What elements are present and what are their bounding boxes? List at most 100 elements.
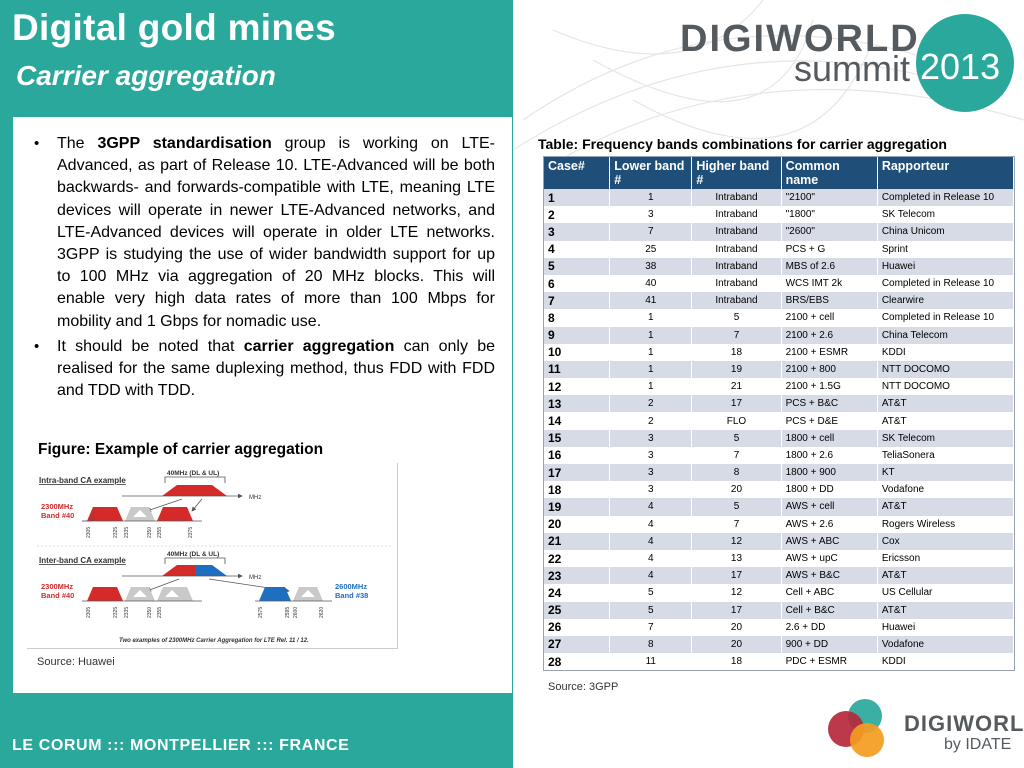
table-cell: AT&T: [877, 601, 1015, 619]
table-cell: 18: [544, 481, 611, 499]
footer-location: LE CORUM ::: MONTPELLIER ::: FRANCE: [12, 737, 350, 754]
table-cell: Huawei: [877, 618, 1015, 636]
table-cell: 8: [544, 309, 611, 327]
intra-band-title: Intra-band CA example: [39, 476, 126, 485]
table-cell: KDDI: [877, 343, 1015, 361]
intra-aggregated-carrier: [162, 485, 227, 496]
table-cell: 2: [609, 412, 693, 430]
table-row: 24 5 12 Cell + ABC US Cellular: [544, 584, 1015, 602]
table-cell: 9: [544, 326, 611, 344]
table-row: 9 1 7 2100 + 2.6 China Telecom: [544, 326, 1015, 344]
table-cell: 1: [609, 309, 693, 327]
table-cell: WCS IMT 2k: [781, 274, 878, 293]
table-cell: 5: [691, 309, 782, 327]
table-cell: 20: [544, 515, 611, 533]
inter-tick: 2600: [293, 607, 299, 618]
inter-tick: 2355: [157, 607, 163, 618]
page-subtitle: Carrier aggregation: [16, 60, 276, 91]
inter-tick: 2595: [285, 607, 291, 618]
inter-tick: 2305: [86, 607, 92, 618]
table-cell: 13: [691, 549, 782, 568]
table-cell: 5: [691, 498, 782, 516]
table-cell: AWS + ABC: [781, 532, 878, 550]
table-cell: 6: [544, 274, 611, 293]
table-row: 11 1 19 2100 + 800 NTT DOCOMO: [544, 360, 1015, 379]
table-cell: Intraband: [691, 292, 782, 310]
inter-tick: 2335: [124, 607, 130, 618]
band38-label: Band #38: [335, 591, 368, 600]
intra-axis-unit: MHz: [249, 495, 261, 501]
component-carrier-red: [87, 587, 123, 601]
table-cell: 10: [544, 343, 611, 361]
component-carrier-blue: [259, 587, 291, 601]
table-cell: 13: [544, 395, 611, 413]
table-cell: 5: [691, 429, 782, 447]
band40-label: Band #40: [41, 591, 74, 600]
table-row: 26 7 20 2.6 + DD Huawei: [544, 618, 1015, 636]
table-cell: 7: [691, 515, 782, 533]
table-cell: AT&T: [877, 395, 1015, 413]
carrier-arrow-icon: [301, 590, 315, 597]
table-cell: AT&T: [877, 567, 1015, 585]
table-cell: 14: [544, 412, 611, 430]
table-header-cell: Lower band #: [609, 157, 693, 189]
table-cell: 1800 + 2.6: [781, 446, 878, 464]
table-cell: 900 + DD: [781, 635, 878, 654]
table-cell: 12: [691, 532, 782, 550]
table-cell: 17: [544, 464, 611, 482]
table-cell: 7: [691, 446, 782, 464]
component-carrier-red: [157, 507, 193, 521]
table-row: 23 4 17 AWS + B&C AT&T: [544, 567, 1015, 585]
logo-circle-orange: [850, 723, 884, 757]
page-title: Digital gold mines: [12, 7, 337, 48]
logo-by-idate: by IDATE: [944, 736, 1012, 753]
table-cell: 2100 + 800: [781, 360, 878, 379]
table-cell: PDC + ESMR: [781, 653, 878, 671]
table-row: 17 3 8 1800 + 900 KT: [544, 464, 1015, 482]
table-header-cell: Common name: [781, 157, 878, 189]
table-cell: 1800 + 900: [781, 464, 878, 482]
table-cell: FLO: [691, 412, 782, 430]
table-cell: 1800 + DD: [781, 481, 878, 499]
table-cell: 17: [691, 395, 782, 413]
table-cell: 21: [544, 532, 611, 550]
table-cell: 41: [609, 292, 693, 310]
intra-tick: 2350: [147, 527, 153, 538]
intra-tick: 2375: [188, 527, 194, 538]
table-row: 8 1 5 2100 + cell Completed in Release 10: [544, 309, 1015, 327]
table-cell: China Telecom: [877, 326, 1015, 344]
bullet-text: It should be noted that: [57, 337, 244, 355]
inter-tick: 2620: [319, 607, 325, 618]
table-cell: 2: [609, 395, 693, 413]
table-cell: 7: [544, 292, 611, 310]
table-cell: 22: [544, 549, 611, 568]
table-cell: 11: [609, 653, 693, 671]
bullet-text: The: [57, 135, 98, 152]
carrier-arrow-icon: [133, 510, 147, 517]
table-cell: 40: [609, 274, 693, 293]
table-cell: 1: [609, 343, 693, 361]
table-row: 13 2 17 PCS + B&C AT&T: [544, 395, 1015, 413]
bullet-item: • It should be noted that carrier aggreg…: [30, 336, 495, 403]
table-cell: 20: [691, 635, 782, 654]
table-cell: 2100 + ESMR: [781, 343, 878, 361]
table-cell: 4: [609, 532, 693, 550]
table-header-cell: Rapporteur: [877, 157, 1015, 189]
table-cell: MBS of 2.6: [781, 257, 878, 275]
figure-caption: Figure: Example of carrier aggregation: [38, 441, 324, 458]
table-cell: Intraband: [691, 223, 782, 241]
carrier-arrow-icon: [133, 590, 147, 597]
inter-tick: 2575: [258, 607, 264, 618]
table-cell: "2600": [781, 223, 878, 241]
band40-label: 2300MHz: [41, 502, 73, 511]
table-cell: PCS + B&C: [781, 395, 878, 413]
table-row: 10 1 18 2100 + ESMR KDDI: [544, 343, 1015, 361]
table-row: 16 3 7 1800 + 2.6 TeliaSonera: [544, 446, 1015, 464]
table-cell: 3: [609, 464, 693, 482]
table-row: 4 25 Intraband PCS + G Sprint: [544, 240, 1015, 258]
table-cell: Intraband: [691, 206, 782, 224]
table-caption: Table: Frequency bands combinations for …: [538, 136, 947, 152]
intra-tick: 2335: [124, 527, 130, 538]
table-cell: AWS + cell: [781, 498, 878, 516]
table-cell: China Unicom: [877, 223, 1015, 241]
